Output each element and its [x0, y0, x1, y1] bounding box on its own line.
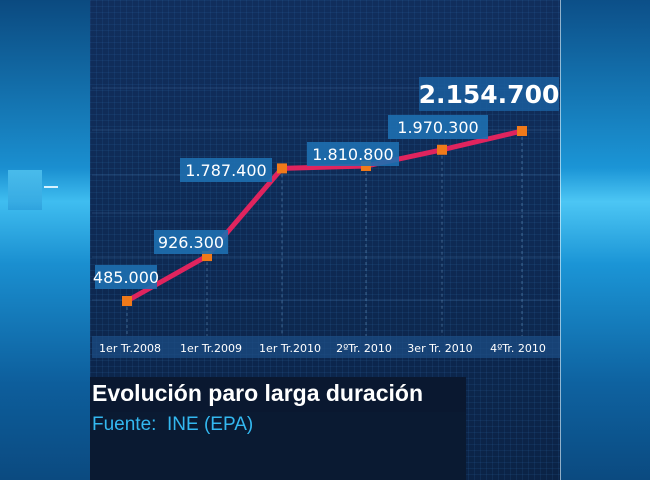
data-label-background [419, 77, 559, 111]
data-label: 926.300 [158, 233, 224, 252]
x-tick-label: 2ºTr. 2010 [336, 342, 392, 355]
x-axis-tick-labels: 1er Tr.2008 1er Tr.2009 1er Tr.2010 2ºTr. 2… [99, 342, 546, 355]
data-labels: 485.000 926.300 1.787.400 1.810.8001.970.30… [93, 77, 559, 289]
data-point-marker [517, 126, 527, 136]
x-axis-band [92, 336, 560, 358]
data-label-background [307, 142, 399, 166]
data-point-marker [202, 251, 212, 262]
data-label: 485.000 [93, 268, 159, 287]
chart-grid [92, 87, 560, 336]
data-label: 1.810.800 [312, 145, 393, 164]
data-point-marker [361, 161, 371, 172]
data-label: 1.970.300 [397, 118, 478, 137]
title-background [90, 377, 466, 412]
decorative-dash [44, 186, 58, 188]
chart-source: Fuente: INE (EPA) [92, 414, 254, 435]
data-label-background [180, 158, 272, 182]
data-point-marker [277, 163, 287, 174]
decorative-block [8, 170, 42, 210]
data-point-marker [437, 144, 447, 155]
data-label-background [95, 265, 157, 289]
x-tick-label: 3er Tr. 2010 [407, 342, 472, 355]
left-background-decoration [0, 0, 90, 480]
source-background [90, 412, 466, 480]
chart-title: Evolución paro larga duración [92, 380, 424, 406]
x-tick-label: 1er Tr.2010 [259, 342, 321, 355]
x-tick-label: 4ºTr. 2010 [490, 342, 546, 355]
data-point-marker [122, 296, 132, 306]
data-label: 1.787.400 [185, 161, 266, 180]
series-markers [122, 126, 527, 306]
data-label-background [154, 230, 228, 254]
data-label-background [388, 115, 488, 139]
x-tick-label: 1er Tr.2008 [99, 342, 161, 355]
data-label: 2.154.700 [419, 80, 560, 109]
series-line [125, 128, 523, 304]
x-tick-label: 1er Tr.2009 [180, 342, 242, 355]
